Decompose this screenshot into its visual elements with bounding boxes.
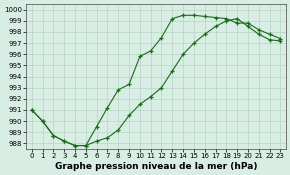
X-axis label: Graphe pression niveau de la mer (hPa): Graphe pression niveau de la mer (hPa)	[55, 162, 257, 171]
